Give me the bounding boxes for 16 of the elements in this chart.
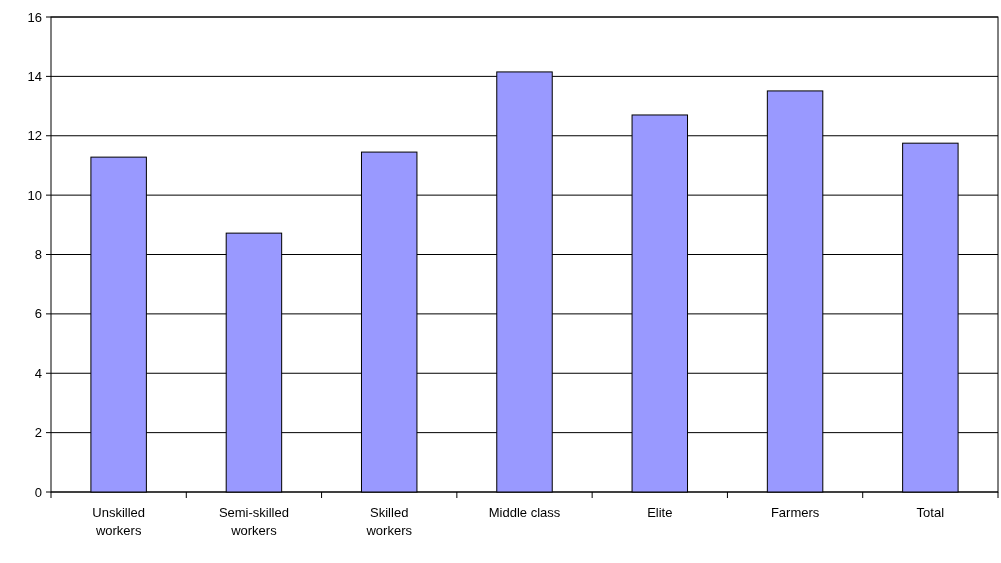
x-tick-label: Semi-skilled workers — [218, 505, 289, 538]
x-tick-label: Farmers — [770, 505, 820, 520]
y-tick-label: 16 — [27, 9, 42, 25]
x-tick-label: Elite — [647, 505, 673, 520]
y-tick-label: 0 — [34, 484, 42, 500]
y-tick-label: 12 — [27, 128, 42, 144]
x-tick-label: Middle class — [488, 505, 561, 520]
y-tick-label: 6 — [34, 306, 42, 322]
y-tick-label: 10 — [27, 187, 42, 203]
x-tick-label: Unskilled workers — [92, 505, 146, 538]
y-tick-label: 8 — [34, 247, 42, 263]
x-tick-label: Total — [916, 505, 945, 520]
x-tick-label: Skilled workers — [365, 505, 413, 538]
y-tick-label: 4 — [34, 365, 42, 381]
y-tick-label: 14 — [27, 68, 42, 84]
y-tick-label: 2 — [34, 425, 42, 441]
